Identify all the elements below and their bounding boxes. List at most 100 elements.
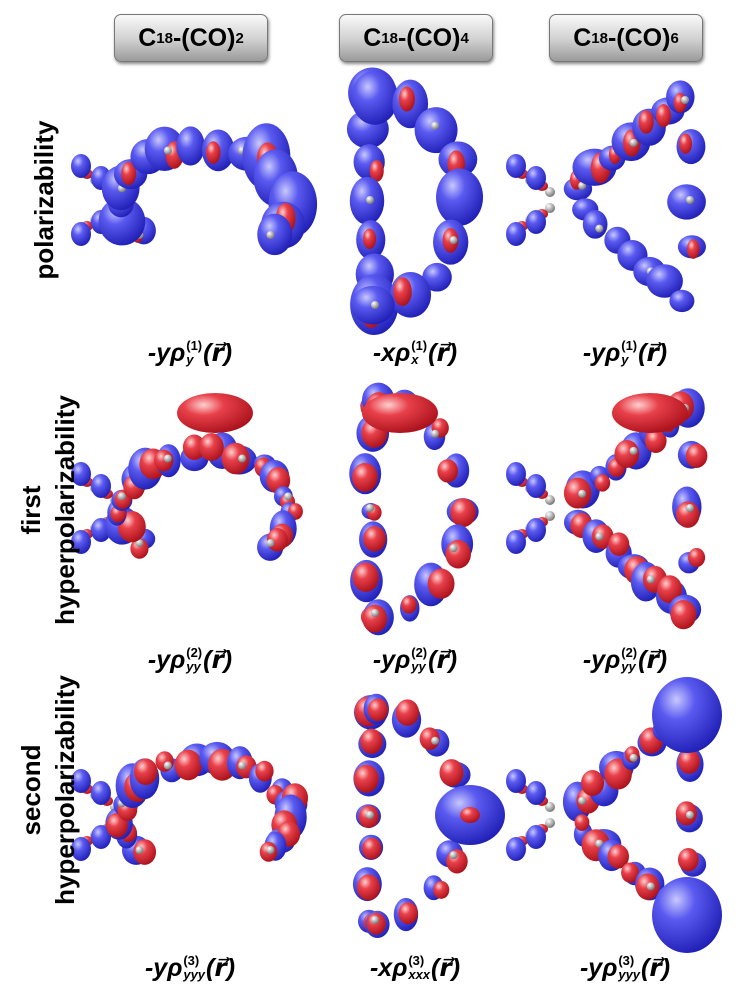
formula-mid: -(CO) (173, 24, 235, 53)
atom (164, 762, 172, 770)
atom (578, 490, 586, 498)
formula-subscript: x (411, 353, 427, 367)
formula-symbol: ρ (395, 339, 410, 368)
lobe-red (678, 749, 700, 774)
row-label-line: hyperpolarizability (48, 675, 82, 905)
formula-symbol: ρ (170, 339, 185, 368)
atom (136, 846, 144, 854)
atom (266, 231, 274, 239)
lobe-red (612, 393, 688, 433)
formula-subscript: y (186, 353, 202, 367)
formula-var: -x (370, 954, 392, 983)
atom (284, 492, 292, 500)
formula-argument: (r⃗) (641, 953, 670, 983)
atom (686, 811, 694, 819)
formula-mid: -(CO) (398, 24, 460, 53)
atom (238, 762, 246, 770)
lobe-blue (506, 530, 526, 554)
lobe-red (575, 814, 590, 831)
lobe-blue (526, 166, 546, 190)
lobe-red (255, 761, 273, 782)
lobe-red (639, 110, 654, 134)
lobe-red (460, 807, 480, 823)
lobe-blue (91, 474, 111, 498)
formula-symbol: ρ (602, 954, 617, 983)
lobe-red (595, 474, 611, 491)
formula-superscript: (2) (621, 646, 637, 660)
lobe-blue (257, 214, 292, 256)
atom (578, 797, 586, 805)
formula-subscript: y (621, 353, 637, 367)
atom (366, 811, 374, 819)
lobe-blue (506, 462, 526, 486)
atom (647, 575, 655, 583)
formula-superscript: (3) (183, 954, 205, 968)
row-label-line: first (14, 395, 48, 625)
lobe-red (393, 277, 412, 306)
formula-symbol: ρ (392, 954, 407, 983)
formula-superscript: (1) (186, 339, 202, 353)
orbital-art (0, 0, 740, 986)
formula-scripts: (1)x (411, 339, 427, 367)
formula-scripts: (3)yyy (618, 954, 640, 982)
formula-var: -y (373, 646, 395, 675)
atom (681, 96, 689, 104)
lobe-red (433, 881, 449, 899)
formula-argument: (r⃗) (206, 953, 235, 983)
lobe-blue (583, 210, 608, 239)
lobe-red (368, 698, 388, 721)
lobe-blue (652, 677, 722, 753)
lobe-red (399, 87, 415, 112)
row-label: polarizability (27, 121, 61, 280)
formula-var: -y (148, 646, 170, 675)
atom (266, 539, 274, 547)
lobe-red (175, 750, 202, 781)
row-label-line: second (14, 675, 48, 905)
formula-mid: -(CO) (608, 24, 670, 53)
formula-var: -y (580, 954, 602, 983)
formula-scripts: (3)yyy (183, 954, 205, 982)
lobe-red (439, 759, 463, 786)
lobe-red (199, 433, 224, 461)
atom (686, 196, 694, 204)
formula-argument: (r⃗) (428, 645, 457, 675)
atom (371, 916, 379, 924)
lobe-red (564, 478, 591, 509)
atom (450, 544, 458, 552)
lobe-blue (506, 222, 526, 246)
formula-var: -y (583, 646, 605, 675)
lobe-red (670, 600, 696, 629)
atom (630, 447, 638, 455)
lobe-red (398, 902, 417, 924)
lobe-red (437, 459, 458, 482)
atom (238, 455, 246, 463)
atom (431, 122, 439, 130)
formula-scripts: (2)yy (411, 646, 427, 674)
lobe-red (679, 133, 692, 153)
formula-symbol: ρ (395, 646, 410, 675)
atom (371, 301, 379, 309)
lobe-red (445, 540, 470, 569)
atom (431, 737, 439, 745)
formula-superscript: (3) (408, 954, 430, 968)
lobe-red (357, 874, 380, 900)
formula-base: C (363, 24, 381, 53)
atom (431, 430, 439, 438)
atom (164, 147, 172, 155)
atom (647, 882, 655, 890)
formula-symbol: ρ (605, 339, 620, 368)
lobe-red (688, 548, 705, 567)
row-label-line: hyperpolarizability (48, 395, 82, 625)
lobe-red (396, 699, 419, 725)
lobe-blue (351, 71, 398, 125)
formula-superscript: (2) (186, 646, 202, 660)
lobe-red (401, 596, 417, 614)
formula-superscript: (1) (411, 339, 427, 353)
lobe-red (363, 229, 376, 249)
formula-subscript: yyy (183, 968, 205, 982)
lobe-red (177, 393, 253, 433)
